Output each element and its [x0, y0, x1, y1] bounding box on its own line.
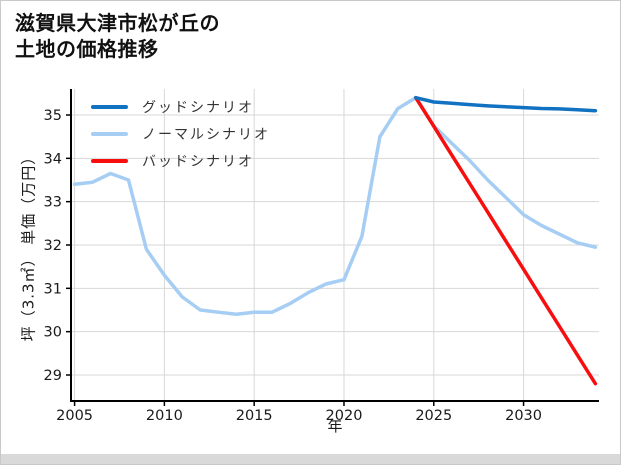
x-tick-label: 2020 [326, 408, 363, 424]
y-tick-label: 31 [44, 281, 62, 297]
y-tick-label: 35 [44, 108, 62, 124]
normal-scenario-line [72, 95, 598, 317]
x-tick-label: 2015 [236, 408, 273, 424]
chart-title-line-1: 滋賀県大津市松が丘の [15, 11, 220, 35]
normal-scenario-legend-label: ノーマルシナリオ [142, 126, 270, 143]
bad-scenario-legend-label: バッドシナリオ [142, 153, 254, 170]
good-scenario-legend-swatch [91, 104, 128, 109]
x-tick-label: 2030 [505, 408, 542, 424]
chart-title-line-2: 土地の価格推移 [15, 37, 159, 61]
legend-item-bad-scenario: バッドシナリオ [91, 147, 270, 174]
good-scenario-legend-label: グッドシナリオ [142, 99, 254, 116]
x-axis-label: 年 [327, 417, 343, 435]
normal-scenario-legend-swatch [91, 131, 128, 136]
x-tick-label: 2010 [146, 408, 183, 424]
y-tick-label: 32 [44, 238, 62, 254]
y-tick-label: 33 [44, 195, 62, 211]
y-tick-label: 30 [44, 325, 62, 341]
legend-item-good-scenario: グッドシナリオ [91, 93, 270, 120]
x-tick-label: 2025 [415, 408, 452, 424]
chart-legend: グッドシナリオ ノーマルシナリオ バッドシナリオ [91, 93, 270, 174]
legend-item-normal-scenario: ノーマルシナリオ [91, 120, 270, 147]
x-tick-label: 2005 [56, 408, 93, 424]
chart-title: 滋賀県大津市松が丘の 土地の価格推移 [15, 10, 220, 62]
page-bottom-strip [1, 454, 620, 464]
bad-scenario-line [414, 95, 598, 386]
bad-scenario-legend-swatch [91, 158, 128, 163]
good-scenario-line [414, 95, 598, 113]
y-axis-label: 坪（3.3㎡） 単価（万円） [19, 148, 38, 342]
y-tick-label: 29 [44, 368, 62, 384]
y-tick-label: 34 [44, 151, 62, 167]
